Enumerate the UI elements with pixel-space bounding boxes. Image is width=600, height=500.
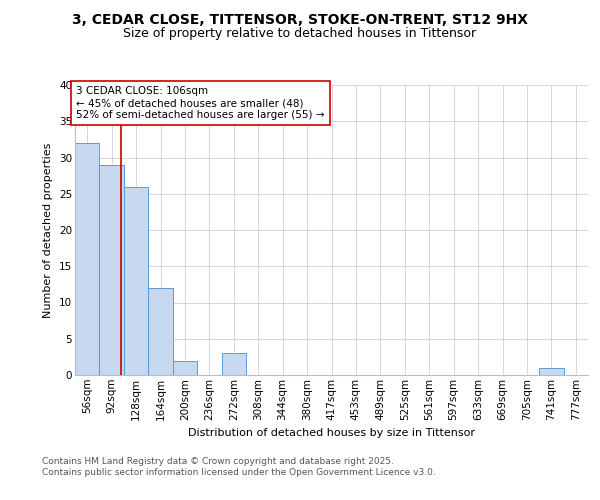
Bar [539,368,563,375]
X-axis label: Distribution of detached houses by size in Tittensor: Distribution of detached houses by size … [188,428,475,438]
Y-axis label: Number of detached properties: Number of detached properties [43,142,53,318]
Text: Contains HM Land Registry data © Crown copyright and database right 2025.
Contai: Contains HM Land Registry data © Crown c… [42,458,436,477]
Text: 3 CEDAR CLOSE: 106sqm
← 45% of detached houses are smaller (48)
52% of semi-deta: 3 CEDAR CLOSE: 106sqm ← 45% of detached … [76,86,325,120]
Bar [148,288,173,375]
Bar [100,165,124,375]
Bar [221,353,246,375]
Text: 3, CEDAR CLOSE, TITTENSOR, STOKE-ON-TRENT, ST12 9HX: 3, CEDAR CLOSE, TITTENSOR, STOKE-ON-TREN… [72,12,528,26]
Bar [173,360,197,375]
Text: Size of property relative to detached houses in Tittensor: Size of property relative to detached ho… [124,28,476,40]
Bar [124,186,148,375]
Bar [75,143,100,375]
